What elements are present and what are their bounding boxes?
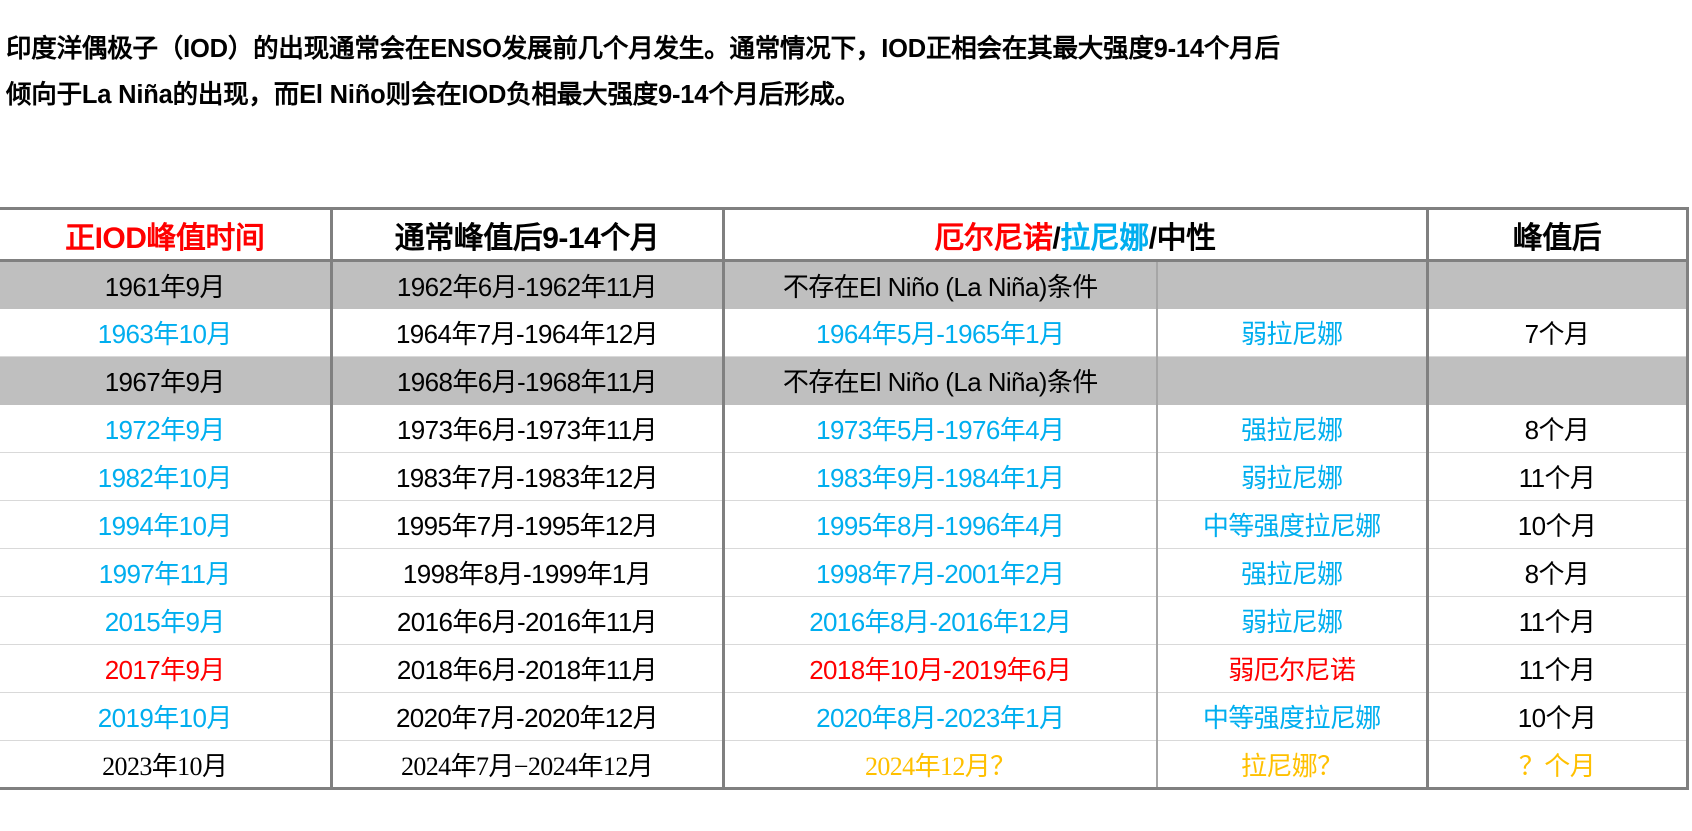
table-row: 1994年10月 1995年7月-1995年12月 1995年8月-1996年4月中… [0, 500, 1687, 549]
header-label-lanina: 拉尼娜 [1060, 221, 1149, 255]
cell-peak-time: 2017年9月 [0, 644, 333, 693]
iod-enso-table: 正IOD峰值时间 通常峰值后9-14个月 厄尔尼诺/拉尼娜/中性 峰值后 196… [0, 207, 1689, 790]
cell-enso-strength: 弱厄尔尼诺 [1157, 644, 1429, 693]
cell-enso-period: 2020年8月-2023年1月 [723, 692, 1158, 741]
cell-enso-period: 不存在El Niño (La Niña)条件 [723, 260, 1158, 309]
cell-peak-window: 1973年6月-1973年11月 [331, 404, 725, 453]
header-cell-months-after: 峰值后 [1427, 208, 1687, 262]
cell-enso-period: 1998年7月-2001年2月 [723, 548, 1158, 597]
cell-enso-period: 2016年8月-2016年12月 [723, 596, 1158, 645]
cell-enso-strength: 弱拉尼娜 [1157, 308, 1429, 357]
cell-months-after [1427, 356, 1687, 405]
cell-enso-period: 1973年5月-1976年4月 [723, 404, 1158, 453]
cell-months-after: 11个月 [1427, 644, 1687, 693]
cell-peak-time: 2015年9月 [0, 596, 333, 645]
cell-months-after: 8个月 [1427, 404, 1687, 453]
cell-peak-window: 1998年8月-1999年1月 [331, 548, 725, 597]
cell-enso-strength: 强拉尼娜 [1157, 548, 1429, 597]
cell-peak-time: 2019年10月 [0, 692, 333, 741]
cell-enso-strength: 中等强度拉尼娜 [1157, 500, 1429, 549]
cell-peak-time: 1967年9月 [0, 356, 333, 405]
header-cell-enso: 厄尔尼诺/拉尼娜/中性 [723, 208, 1429, 262]
header-sep-1: / [1052, 221, 1061, 255]
cell-peak-time: 1963年10月 [0, 308, 333, 357]
cell-peak-time: 1982年10月 [0, 452, 333, 501]
intro-line-2: 倾向于La Niña的出现，而El Niño则会在IOD负相最大强度9-14个月… [6, 81, 861, 109]
cell-months-after: 7个月 [1427, 308, 1687, 357]
table-row: 1982年10月 1983年7月-1983年12月 1983年9月-1984年1月弱… [0, 452, 1687, 501]
cell-peak-window: 1962年6月-1962年11月 [331, 260, 725, 309]
cell-peak-time: 1972年9月 [0, 404, 333, 453]
cell-enso-strength: 弱拉尼娜 [1157, 596, 1429, 645]
cell-months-after [1427, 260, 1687, 309]
cell-peak-window: 2020年7月-2020年12月 [331, 692, 725, 741]
cell-enso-period: 1983年9月-1984年1月 [723, 452, 1158, 501]
header-label-elnino: 厄尔尼诺 [934, 221, 1053, 255]
cell-peak-window: 1995年7月-1995年12月 [331, 500, 725, 549]
header-cell-window: 通常峰值后9-14个月 [331, 208, 725, 262]
intro-line-1: 印度洋偶极子（IOD）的出现通常会在ENSO发展前几个月发生。通常情况下，IOD… [6, 35, 1280, 63]
table-header-row: 正IOD峰值时间 通常峰值后9-14个月 厄尔尼诺/拉尼娜/中性 峰值后 [0, 208, 1687, 262]
cell-enso-strength: 弱拉尼娜 [1157, 452, 1429, 501]
cell-peak-time: 2023年10月 [0, 740, 333, 789]
cell-months-after: 11个月 [1427, 452, 1687, 501]
cell-peak-window: 2024年7月−2024年12月 [331, 740, 725, 789]
header-cell-peak-time: 正IOD峰值时间 [0, 208, 333, 262]
cell-months-after: 8个月 [1427, 548, 1687, 597]
cell-months-after: 11个月 [1427, 596, 1687, 645]
table-row: 1961年9月 1962年6月-1962年11月 不存在El Niño (La Ni… [0, 260, 1687, 309]
cell-enso-period: 不存在El Niño (La Niña)条件 [723, 356, 1158, 405]
iod-enso-table-wrapper: 正IOD峰值时间 通常峰值后9-14个月 厄尔尼诺/拉尼娜/中性 峰值后 196… [0, 207, 1689, 790]
cell-months-after: ？个月 [1518, 751, 1596, 781]
table-row: 1967年9月 1968年6月-1968年11月 不存在El Niño (La Ni… [0, 356, 1687, 405]
cell-enso-strength: 强拉尼娜 [1157, 404, 1429, 453]
cell-enso-strength: 拉尼娜？ [1157, 740, 1429, 789]
intro-paragraph: 印度洋偶极子（IOD）的出现通常会在ENSO发展前几个月发生。通常情况下，IOD… [6, 26, 1686, 118]
table-body: 正IOD峰值时间 通常峰值后9-14个月 厄尔尼诺/拉尼娜/中性 峰值后 196… [0, 208, 1687, 789]
cell-peak-time: 1994年10月 [0, 500, 333, 549]
table-row: 2019年10月 2020年7月-2020年12月 2020年8月-2023年1月中… [0, 692, 1687, 741]
cell-peak-window: 1968年6月-1968年11月 [331, 356, 725, 405]
cell-enso-strength [1157, 260, 1429, 309]
cell-peak-window: 1983年7月-1983年12月 [331, 452, 725, 501]
table-row: 2023年10月 2024年7月−2024年12月 2024年12月？ 拉尼娜？ ？个月 [0, 740, 1687, 789]
cell-months-after: 10个月 [1427, 500, 1687, 549]
table-row: 2017年9月 2018年6月-2018年11月 2018年10月-2019年6月弱… [0, 644, 1687, 693]
cell-enso-period: 1995年8月-1996年4月 [723, 500, 1158, 549]
cell-peak-window: 1964年7月-1964年12月 [331, 308, 725, 357]
table-row: 1972年9月 1973年6月-1973年11月 1973年5月-1976年4月 强拉… [0, 404, 1687, 453]
table-row: 1963年10月 1964年7月-1964年12月 1964年5月-1965年1月弱… [0, 308, 1687, 357]
cell-enso-strength [1157, 356, 1429, 405]
cell-enso-strength: 中等强度拉尼娜 [1157, 692, 1429, 741]
cell-peak-time: 1961年9月 [0, 260, 333, 309]
cell-enso-period: 1964年5月-1965年1月 [723, 308, 1158, 357]
table-row: 2015年9月 2016年6月-2016年11月 2016年8月-2016年12月弱… [0, 596, 1687, 645]
header-sep-2: /中性 [1148, 221, 1216, 255]
cell-peak-time: 1997年11月 [0, 548, 333, 597]
cell-enso-period: 2024年12月？ [723, 740, 1158, 789]
cell-enso-period: 2018年10月-2019年6月 [723, 644, 1158, 693]
cell-peak-window: 2018年6月-2018年11月 [331, 644, 725, 693]
cell-peak-window: 2016年6月-2016年11月 [331, 596, 725, 645]
cell-months-after: 10个月 [1427, 692, 1687, 741]
table-row: 1997年11月 1998年8月-1999年1月 1998年7月-2001年2月 强拉… [0, 548, 1687, 597]
